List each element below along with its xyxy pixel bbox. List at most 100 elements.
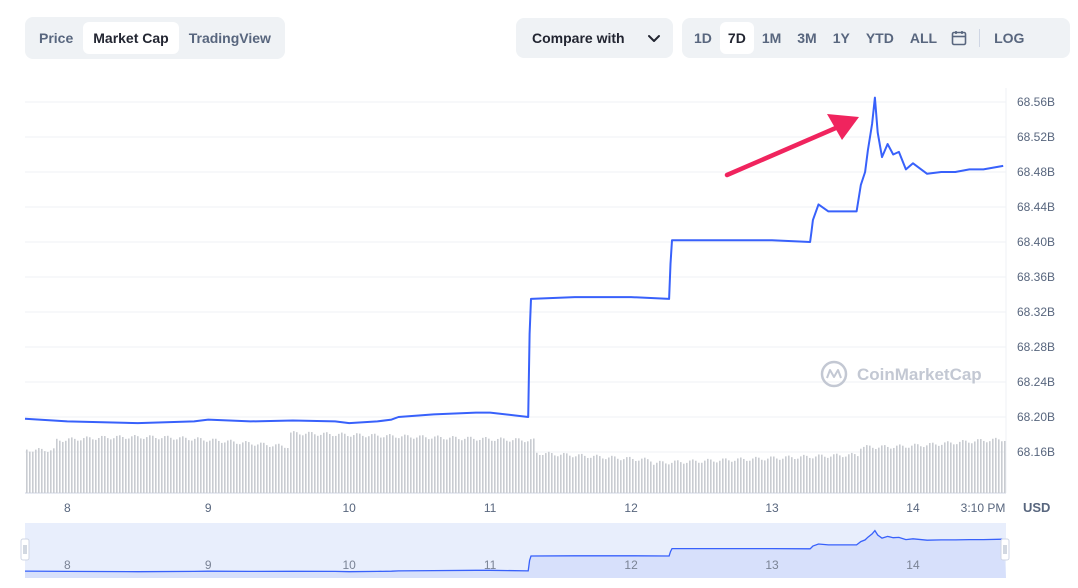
- volume-bar: [332, 436, 334, 493]
- volume-bar: [137, 436, 139, 493]
- volume-bar: [938, 445, 940, 493]
- volume-bar: [812, 458, 814, 493]
- volume-bar: [659, 460, 661, 493]
- volume-bar: [809, 457, 811, 493]
- volume-bar: [314, 434, 316, 493]
- volume-bar: [113, 438, 115, 493]
- volume-bar: [269, 446, 271, 493]
- volume-bar: [797, 458, 799, 493]
- volume-bar: [305, 433, 307, 493]
- range-ytd[interactable]: YTD: [865, 30, 894, 46]
- volume-bar: [752, 458, 754, 493]
- y-axis-labels: 68.16B 68.20B 68.24B 68.28B 68.32B 68.36B 68.4…: [1017, 95, 1055, 459]
- volume-bar: [497, 438, 499, 493]
- volume-bar: [401, 436, 403, 493]
- volume-bar: [341, 432, 343, 493]
- handle-icon: [1000, 538, 1010, 561]
- volume-bar: [263, 442, 265, 493]
- navigator-handle-left[interactable]: [20, 538, 30, 561]
- volume-bar: [125, 438, 127, 493]
- range-all[interactable]: ALL: [909, 30, 938, 46]
- volume-bar: [155, 438, 157, 493]
- volume-bar: [542, 455, 544, 493]
- volume-bar: [875, 448, 877, 493]
- volume-bar: [671, 462, 673, 493]
- volume-bar: [566, 453, 568, 493]
- volume-bar: [962, 440, 964, 493]
- volume-bar: [761, 459, 763, 493]
- volume-bar: [869, 445, 871, 493]
- volume-bar: [35, 449, 37, 493]
- range-3m[interactable]: 3M: [797, 30, 817, 46]
- volume-bar: [278, 443, 280, 493]
- volume-bar: [908, 447, 910, 493]
- volume-bar: [830, 456, 832, 493]
- range-1d[interactable]: 1D: [694, 30, 712, 46]
- x-tick-label: 8: [64, 501, 71, 515]
- volume-bar: [926, 445, 928, 493]
- x-tick-label: 12: [624, 501, 638, 515]
- log-toggle[interactable]: LOG: [994, 30, 1025, 46]
- volume-bar: [650, 461, 652, 493]
- volume-bar: [686, 462, 688, 493]
- volume-bar: [116, 435, 118, 493]
- volume-bar: [356, 433, 358, 493]
- volume-bar: [740, 457, 742, 493]
- volume-bar: [965, 440, 967, 493]
- volume-bar: [638, 460, 640, 493]
- volume-bar: [578, 454, 580, 493]
- range-1m[interactable]: 1M: [761, 30, 782, 46]
- volume-bar: [92, 439, 94, 493]
- volume-bar: [431, 438, 433, 493]
- volume-bar: [170, 437, 172, 493]
- volume-bar: [629, 456, 631, 493]
- volume-bar: [890, 448, 892, 493]
- navigator-handle-right[interactable]: [1000, 538, 1010, 561]
- volume-bar: [734, 460, 736, 493]
- range-7d[interactable]: 7D: [719, 22, 754, 54]
- volume-bar: [743, 458, 745, 493]
- volume-bar: [920, 446, 922, 493]
- compare-with-dropdown[interactable]: Compare with: [516, 18, 673, 58]
- volume-bar: [365, 437, 367, 493]
- volume-bar: [515, 438, 517, 493]
- tab-market-cap[interactable]: Market Cap: [83, 22, 179, 54]
- volume-bar: [815, 456, 817, 493]
- volume-bar: [581, 453, 583, 493]
- range-1y[interactable]: 1Y: [832, 30, 850, 46]
- volume-bar: [521, 440, 523, 493]
- volume-bar: [98, 438, 100, 493]
- volume-bar: [458, 439, 460, 493]
- volume-bar: [971, 443, 973, 493]
- volume-bar: [626, 457, 628, 493]
- range-navigator[interactable]: 8 9 10 11 12 13 14: [20, 523, 1010, 578]
- navigator-tick-label: 11: [484, 558, 497, 572]
- volume-bar: [572, 457, 574, 493]
- volume-bar: [668, 464, 670, 493]
- navigator-tick-label: 14: [906, 558, 920, 572]
- y-tick-label: 68.48B: [1017, 165, 1055, 179]
- volume-bar: [407, 435, 409, 493]
- volume-bar: [653, 464, 655, 493]
- tab-price[interactable]: Price: [39, 30, 74, 46]
- volume-bar: [803, 454, 805, 493]
- volume-bar: [779, 459, 781, 493]
- volume-bar: [74, 438, 76, 493]
- grid-lines: [25, 88, 1007, 494]
- navigator-area: [25, 530, 1006, 578]
- volume-bar: [188, 440, 190, 493]
- y-tick-label: 68.56B: [1017, 95, 1055, 109]
- volume-bar: [65, 440, 67, 493]
- tab-tradingview[interactable]: TradingView: [188, 30, 271, 46]
- chevron-down-icon: [648, 35, 660, 42]
- volume-bar: [758, 457, 760, 493]
- volume-bar: [893, 447, 895, 493]
- volume-bar: [227, 440, 229, 493]
- volume-bar: [293, 431, 295, 493]
- volume-bar: [221, 442, 223, 493]
- calendar-button[interactable]: [945, 22, 973, 54]
- volume-bar: [410, 437, 412, 493]
- volume-bar: [929, 443, 931, 493]
- y-tick-label: 68.32B: [1017, 305, 1055, 319]
